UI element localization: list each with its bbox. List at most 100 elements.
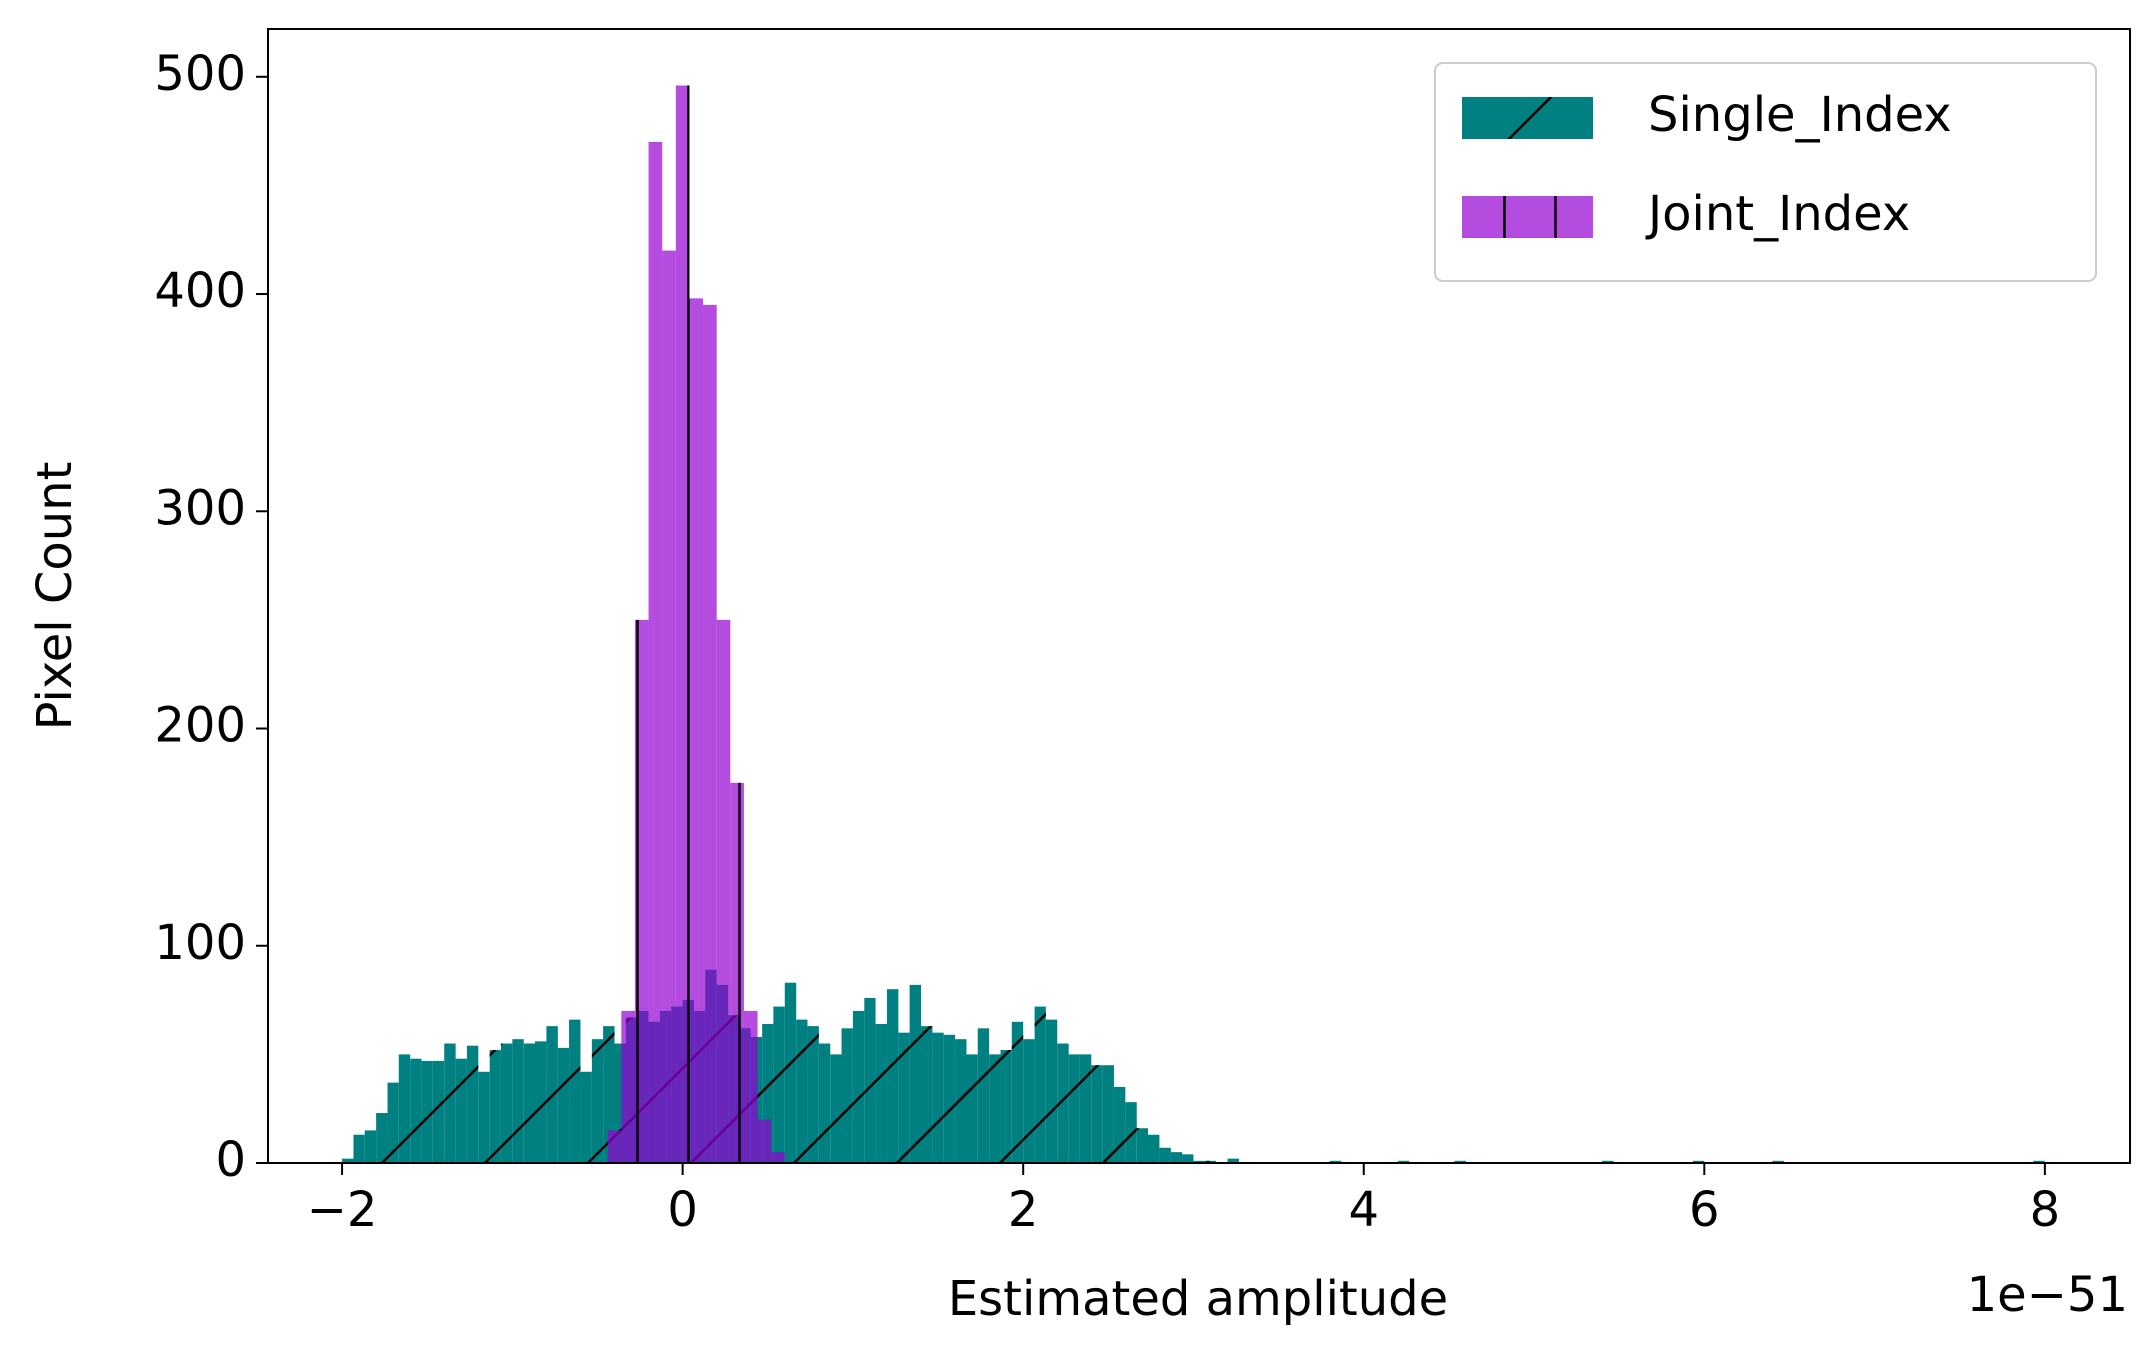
y-tick-label: 0 xyxy=(215,1132,246,1188)
bar-hatch xyxy=(1000,1050,1012,1163)
bar-hatch xyxy=(1329,1160,1342,1163)
x-tick-label: 8 xyxy=(2030,1182,2061,1238)
bar-hatch xyxy=(1125,1102,1137,1163)
bar-hatch xyxy=(466,1045,479,1163)
bar-hatch xyxy=(989,1054,1001,1163)
bar-hatch xyxy=(421,1060,433,1163)
bar-hatch xyxy=(614,1043,626,1163)
bar-hatch xyxy=(1159,1147,1171,1163)
bar-hatch xyxy=(807,1026,819,1163)
x-tick-label: 0 xyxy=(667,1182,698,1238)
bar-hatch xyxy=(342,1158,354,1163)
x-tick-label: 2 xyxy=(1008,1182,1039,1238)
bar-hatch xyxy=(2033,1160,2045,1163)
y-tick-label: 400 xyxy=(154,263,246,319)
bar-hatch xyxy=(398,1054,411,1163)
bar-hatch xyxy=(1011,1021,1024,1163)
x-axis-label: Estimated amplitude xyxy=(948,1271,1448,1327)
bar-hatch xyxy=(830,1054,842,1163)
bar-hatch xyxy=(1136,1128,1149,1163)
bar-hatch xyxy=(966,1054,978,1163)
bar-hatch xyxy=(771,1152,785,1163)
bar-hatch xyxy=(757,1119,772,1163)
bar-hatch xyxy=(886,989,899,1163)
bar-hatch xyxy=(500,1043,513,1163)
bar-hatch xyxy=(1079,1054,1092,1163)
bar-hatch xyxy=(864,997,876,1163)
bar-hatch xyxy=(909,984,922,1163)
bar-hatch xyxy=(689,298,704,1163)
y-axis-label: Pixel Count xyxy=(27,462,83,731)
bar-hatch xyxy=(512,1039,524,1163)
y-tick-label: 500 xyxy=(154,46,246,102)
bar-hatch xyxy=(410,1058,422,1163)
legend-swatch-hatch xyxy=(1462,97,1593,139)
bar-hatch xyxy=(1602,1160,1614,1163)
bar-hatch xyxy=(818,1043,831,1163)
bar-hatch xyxy=(353,1134,365,1163)
bar-hatch xyxy=(932,1032,944,1163)
bar-hatch xyxy=(703,304,717,1163)
y-tick-label: 200 xyxy=(154,698,246,754)
bar-hatch xyxy=(716,619,731,1163)
bar-hatch xyxy=(1193,1160,1205,1163)
bar-hatch xyxy=(1091,1065,1103,1163)
bar-hatch xyxy=(921,1026,933,1163)
bar-hatch xyxy=(444,1043,456,1163)
bar-hatch xyxy=(1023,1039,1035,1163)
bar-hatch xyxy=(898,1032,910,1163)
legend-frame xyxy=(1434,62,2097,282)
bar-hatch xyxy=(607,1130,622,1163)
bar-hatch xyxy=(1227,1158,1239,1163)
bar-hatch xyxy=(1102,1065,1114,1163)
x-tick-label: −2 xyxy=(307,1182,378,1238)
legend: Single_Index Joint_Index xyxy=(1434,62,2097,282)
bar-hatch xyxy=(943,1034,956,1163)
bar-hatch xyxy=(1204,1160,1217,1163)
bar-hatch xyxy=(875,1023,887,1163)
x-tick-label: 4 xyxy=(1348,1182,1379,1238)
bar-hatch xyxy=(546,1026,558,1163)
bar-hatch xyxy=(852,1010,865,1163)
x-offset-label: 1e−51 xyxy=(1967,1267,2128,1323)
bar-hatch xyxy=(1692,1160,1705,1163)
x-tick-label: 6 xyxy=(1689,1182,1720,1238)
series-bars xyxy=(607,85,785,1163)
bar-hatch xyxy=(648,141,663,1163)
bar-hatch xyxy=(478,1071,490,1163)
bar-hatch xyxy=(364,1130,377,1163)
bar-hatch xyxy=(621,1010,635,1163)
bar-hatch xyxy=(1397,1160,1410,1163)
bar-hatch xyxy=(784,982,797,1163)
bar-hatch xyxy=(1772,1160,1784,1163)
bar-hatch xyxy=(387,1082,399,1163)
bar-hatch xyxy=(489,1050,501,1163)
bar-hatch xyxy=(1045,1019,1058,1163)
bar-hatch xyxy=(1113,1086,1126,1163)
bar-hatch xyxy=(977,1028,990,1163)
bar-hatch xyxy=(1170,1152,1183,1163)
bar-hatch xyxy=(762,1023,774,1163)
bar-hatch xyxy=(634,619,649,1163)
y-tick-label: 300 xyxy=(154,480,246,536)
bar-hatch xyxy=(591,1039,604,1163)
bar-hatch xyxy=(569,1019,581,1163)
legend-swatch-hatch xyxy=(1462,196,1593,238)
bar-hatch xyxy=(730,782,744,1163)
bar-hatch xyxy=(773,1006,785,1163)
plot-area xyxy=(342,85,2045,1163)
bar-hatch xyxy=(376,1113,388,1163)
bar-hatch xyxy=(455,1058,467,1163)
bar-hatch xyxy=(1454,1160,1466,1163)
bar-hatch xyxy=(534,1041,547,1163)
bar-hatch xyxy=(1034,1006,1046,1163)
legend-label: Single_Index xyxy=(1648,87,1952,143)
bar-hatch xyxy=(743,1010,758,1163)
bar-hatch xyxy=(557,1047,570,1163)
bar-hatch xyxy=(1057,1043,1069,1163)
bar-hatch xyxy=(796,1019,808,1163)
bar-hatch xyxy=(580,1071,592,1163)
bar-hatch xyxy=(523,1043,535,1163)
y-tick-label: 100 xyxy=(154,915,246,971)
